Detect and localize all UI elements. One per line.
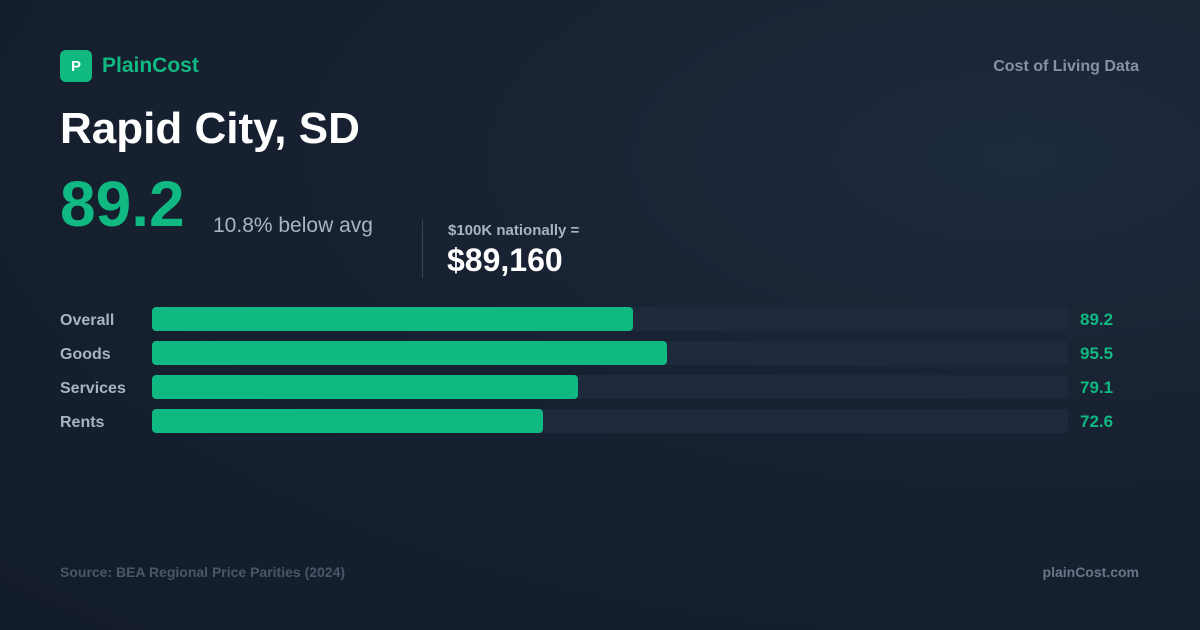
brand-name: PlainCost [102,54,199,77]
score-comparison: 10.8% below avg [213,214,373,237]
bar-label-overall: Overall [60,312,115,329]
national-value: $89,160 [447,242,563,278]
bar-label-goods: Goods [60,346,111,363]
bar-row-rents: Rents 72.6 [60,409,1140,433]
tagline: Cost of Living Data [993,58,1139,75]
bar-overall [152,307,633,331]
bar-services [152,375,579,399]
bar-label-rents: Rents [60,414,105,431]
bar-label-services: Services [60,380,126,397]
logo-badge: P [60,50,92,82]
category-bar-chart: Overall 89.2 Goods 95.5 Services 79.1 Rents 72.… [60,307,1140,443]
bar-goods [152,341,667,365]
bar-row-goods: Goods 95.5 [60,341,1140,365]
national-label: $100K nationally = [448,222,580,239]
source-note: Source: BEA Regional Price Parities (202… [60,564,346,580]
overall-score: 89.2 [60,168,185,240]
bar-value-services: 79.1 [1080,378,1114,397]
site-url: plainCost.com [1042,564,1139,580]
bar-track-goods [152,341,1068,365]
bar-row-services: Services 79.1 [60,375,1140,399]
bar-track-rents [152,409,1068,433]
bar-track-services [152,375,1068,399]
brand-logo: P PlainCost [60,50,199,82]
bar-row-overall: Overall 89.2 [60,307,1140,331]
city-title: Rapid City, SD [60,104,360,153]
bar-track-overall [152,307,1068,331]
bar-value-overall: 89.2 [1080,310,1114,329]
divider [422,220,423,278]
bar-rents [152,409,544,433]
bar-value-goods: 95.5 [1080,344,1114,363]
bar-value-rents: 72.6 [1080,412,1114,431]
